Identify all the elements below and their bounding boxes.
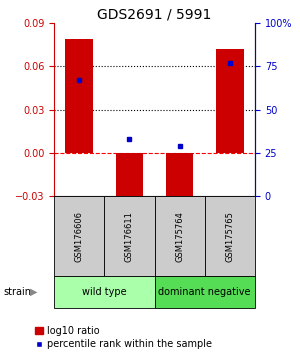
- Bar: [166, 153, 194, 198]
- Text: wild type: wild type: [82, 287, 127, 297]
- Text: GSM176606: GSM176606: [75, 211, 84, 262]
- Title: GDS2691 / 5991: GDS2691 / 5991: [97, 8, 212, 22]
- Legend: log10 ratio, percentile rank within the sample: log10 ratio, percentile rank within the …: [35, 326, 212, 349]
- Bar: [154, 196, 205, 276]
- Text: GSM176611: GSM176611: [125, 211, 134, 262]
- Text: ▶: ▶: [30, 287, 38, 297]
- Text: GSM175765: GSM175765: [225, 211, 234, 262]
- Bar: [205, 196, 255, 276]
- Bar: [54, 276, 154, 308]
- Bar: [154, 276, 255, 308]
- Bar: [104, 196, 154, 276]
- Bar: [65, 39, 93, 153]
- Text: strain: strain: [3, 287, 31, 297]
- Bar: [116, 153, 143, 199]
- Text: GSM175764: GSM175764: [175, 211, 184, 262]
- Text: dominant negative: dominant negative: [158, 287, 251, 297]
- Bar: [54, 196, 104, 276]
- Bar: [216, 49, 244, 153]
